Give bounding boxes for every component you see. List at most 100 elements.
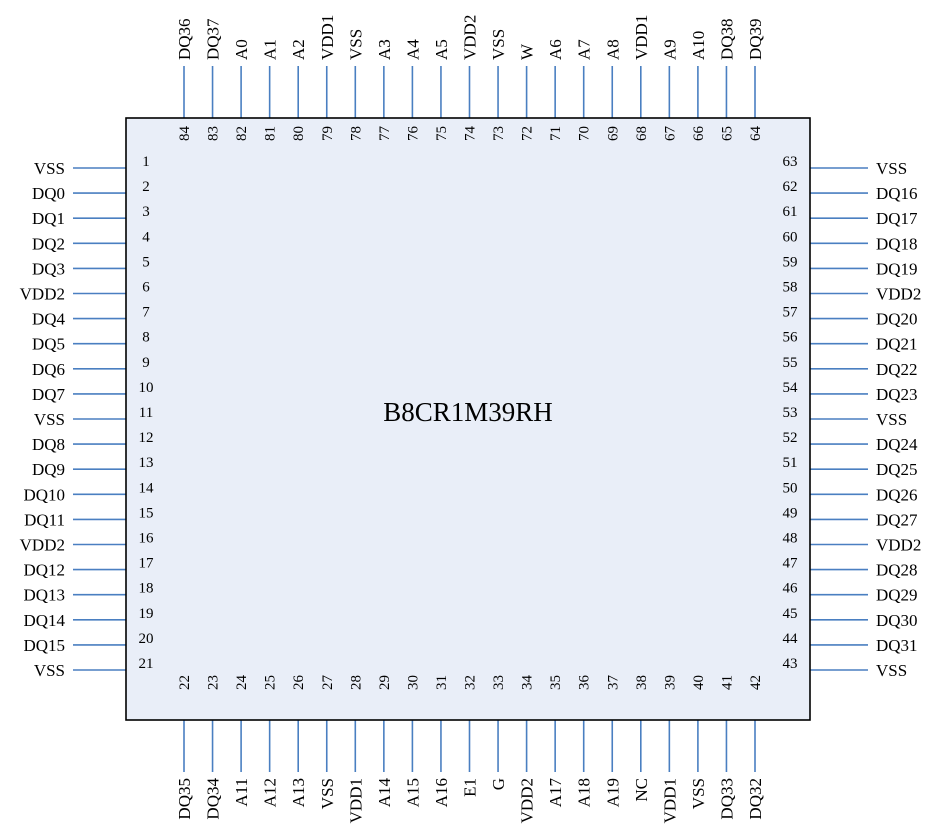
pin-name-2: DQ0	[32, 184, 65, 203]
pin-number-48: 48	[783, 531, 798, 547]
pin-name-32: E1	[461, 778, 480, 797]
pin-name-8: DQ5	[32, 335, 65, 354]
pin-number-45: 45	[783, 606, 798, 622]
pin-number-80: 80	[291, 126, 307, 141]
pin-name-12: DQ8	[32, 435, 65, 454]
pin-number-3: 3	[142, 204, 150, 220]
pin-number-83: 83	[206, 126, 222, 141]
pin-name-44: DQ31	[876, 636, 918, 655]
pin-name-41: DQ33	[717, 778, 736, 820]
pin-number-43: 43	[783, 656, 798, 672]
pin-name-29: A14	[375, 778, 394, 808]
pin-number-17: 17	[139, 556, 155, 572]
chip-package-body	[125, 117, 811, 721]
pin-number-65: 65	[719, 126, 735, 141]
pin-name-69: A8	[603, 39, 622, 60]
pin-number-14: 14	[139, 480, 155, 496]
pin-name-68: VDD1	[632, 15, 651, 60]
pins-layer	[73, 66, 868, 772]
pin-number-42: 42	[748, 675, 764, 690]
pin-number-79: 79	[320, 126, 336, 141]
pin-name-52: DQ24	[876, 435, 918, 454]
pin-number-62: 62	[783, 179, 798, 195]
pin-name-16: VDD2	[20, 536, 65, 555]
pin-name-74: VDD2	[461, 15, 480, 60]
pin-name-43: VSS	[876, 661, 907, 680]
pin-number-11: 11	[139, 405, 153, 421]
pin-number-49: 49	[783, 505, 798, 521]
pin-name-23: DQ34	[204, 778, 223, 820]
pin-name-5: DQ3	[32, 259, 65, 278]
pin-number-13: 13	[139, 455, 154, 471]
pin-name-15: DQ11	[24, 510, 65, 529]
pin-name-6: VDD2	[20, 285, 65, 304]
pin-number-31: 31	[434, 675, 450, 690]
pin-name-49: DQ27	[876, 510, 918, 529]
pin-number-20: 20	[139, 631, 154, 647]
pin-number-64: 64	[748, 126, 764, 142]
pin-name-55: DQ22	[876, 360, 918, 379]
pin-number-8: 8	[142, 330, 150, 346]
pin-number-69: 69	[605, 126, 621, 141]
pin-name-76: A4	[403, 39, 422, 60]
pin-number-58: 58	[783, 280, 798, 296]
pin-number-26: 26	[291, 675, 307, 691]
pin-number-34: 34	[520, 675, 536, 691]
pin-name-72: W	[518, 43, 537, 60]
pin-number-47: 47	[783, 556, 799, 572]
pin-number-15: 15	[139, 505, 154, 521]
pin-name-77: A3	[375, 39, 394, 60]
pin-number-30: 30	[405, 675, 421, 690]
pin-number-46: 46	[783, 581, 799, 597]
pin-number-66: 66	[691, 126, 707, 142]
pin-number-54: 54	[783, 380, 799, 396]
pin-name-26: A13	[289, 778, 308, 807]
pin-number-9: 9	[142, 355, 150, 371]
pin-number-55: 55	[783, 355, 798, 371]
pin-name-13: DQ9	[32, 460, 65, 479]
pin-name-20: DQ15	[23, 636, 65, 655]
pin-number-70: 70	[577, 126, 593, 141]
pin-name-31: A16	[432, 778, 451, 807]
pin-number-39: 39	[662, 675, 678, 690]
pin-number-63: 63	[783, 154, 798, 170]
pin-number-67: 67	[662, 126, 678, 142]
pin-name-48: VDD2	[876, 536, 921, 555]
pin-name-66: A10	[689, 31, 708, 60]
pin-name-11: VSS	[34, 410, 65, 429]
pin-number-24: 24	[234, 675, 250, 691]
pin-name-36: A18	[575, 778, 594, 807]
pin-name-64: DQ39	[746, 18, 765, 60]
pin-number-71: 71	[548, 126, 564, 141]
pin-name-38: NC	[632, 778, 651, 802]
pin-number-75: 75	[434, 126, 450, 141]
pin-name-30: A15	[403, 778, 422, 807]
pin-number-52: 52	[783, 430, 798, 446]
pin-number-22: 22	[177, 675, 193, 690]
pin-number-5: 5	[142, 254, 150, 270]
pin-number-76: 76	[405, 126, 421, 142]
pin-name-56: DQ21	[876, 335, 918, 354]
pin-name-82: A0	[232, 39, 251, 60]
pin-name-84: DQ36	[175, 18, 194, 60]
pin-number-35: 35	[548, 675, 564, 690]
pin-name-40: VSS	[689, 778, 708, 809]
pin-name-39: VDD1	[660, 778, 679, 823]
pin-number-21: 21	[139, 656, 154, 672]
pin-number-38: 38	[634, 675, 650, 690]
part-number-label: B8CR1M39RH	[383, 397, 553, 427]
pin-name-80: A2	[289, 39, 308, 60]
pin-name-27: VSS	[318, 778, 337, 809]
pin-name-9: DQ6	[32, 360, 65, 379]
pin-name-53: VSS	[876, 410, 907, 429]
pin-number-53: 53	[783, 405, 798, 421]
pin-number-56: 56	[783, 330, 799, 346]
pin-name-58: VDD2	[876, 285, 921, 304]
pin-number-40: 40	[691, 675, 707, 690]
pin-name-50: DQ26	[876, 485, 918, 504]
pin-name-60: DQ18	[876, 234, 918, 253]
pin-name-59: DQ19	[876, 259, 918, 278]
pin-number-57: 57	[783, 305, 799, 321]
pin-number-41: 41	[719, 675, 735, 690]
